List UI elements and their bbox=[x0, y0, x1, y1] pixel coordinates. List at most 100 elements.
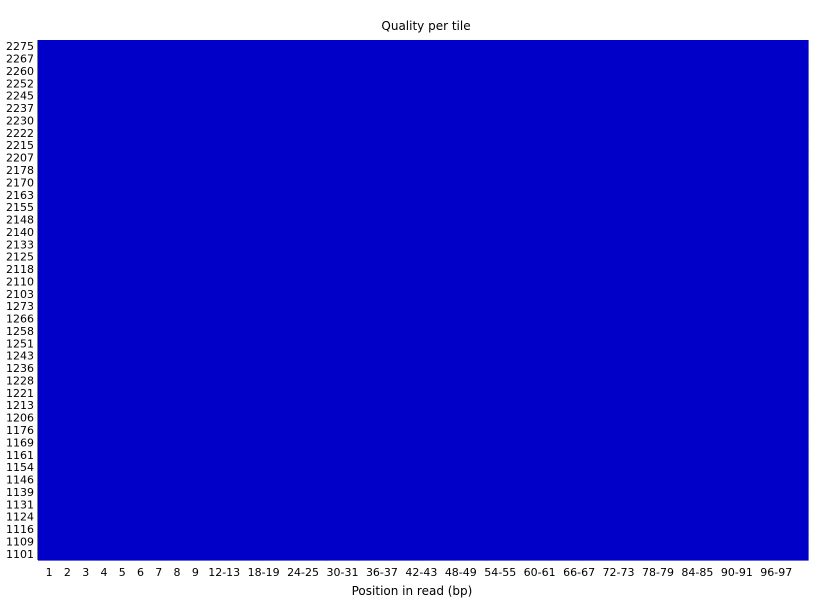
heatmap-cell bbox=[487, 498, 520, 512]
heatmap-cell bbox=[775, 485, 809, 499]
heatmap-cell bbox=[679, 176, 713, 190]
heatmap-cell bbox=[583, 40, 617, 53]
heatmap-cell bbox=[615, 522, 649, 536]
heatmap-cell bbox=[551, 126, 585, 140]
heatmap-cell bbox=[358, 250, 392, 264]
heatmap-cell bbox=[551, 139, 585, 153]
heatmap-cell bbox=[70, 510, 103, 524]
heatmap-cell bbox=[487, 324, 520, 338]
heatmap-cell bbox=[262, 498, 296, 512]
heatmap-cell bbox=[166, 473, 200, 487]
y-tick-label: 1176 bbox=[6, 424, 34, 437]
y-tick-label: 1139 bbox=[6, 486, 34, 499]
heatmap-cell bbox=[423, 337, 456, 351]
heatmap-cell bbox=[647, 349, 681, 363]
heatmap-cell bbox=[775, 188, 809, 202]
heatmap-cell bbox=[294, 535, 328, 549]
heatmap-cell bbox=[198, 40, 232, 53]
heatmap-cell bbox=[134, 200, 167, 214]
heatmap-cell bbox=[679, 436, 713, 450]
heatmap-cell bbox=[775, 52, 809, 66]
heatmap-cell bbox=[326, 485, 360, 499]
y-tick-label: 2267 bbox=[6, 53, 34, 66]
heatmap-cell bbox=[358, 101, 392, 115]
heatmap-cell bbox=[551, 386, 585, 400]
heatmap-cell bbox=[262, 522, 296, 536]
heatmap-cell bbox=[615, 386, 649, 400]
heatmap-cell bbox=[262, 238, 296, 252]
heatmap-cell bbox=[166, 40, 200, 53]
heatmap-cell bbox=[743, 448, 777, 462]
heatmap-cell bbox=[358, 485, 392, 499]
heatmap-cell bbox=[294, 114, 328, 128]
heatmap-cell bbox=[358, 312, 392, 326]
heatmap-cell bbox=[455, 101, 488, 115]
heatmap-cell bbox=[519, 275, 552, 289]
heatmap-cell bbox=[743, 238, 777, 252]
heatmap-cell bbox=[326, 324, 360, 338]
y-tick-label: 2140 bbox=[6, 226, 34, 239]
heatmap-cell bbox=[70, 250, 103, 264]
heatmap-cell bbox=[38, 312, 71, 326]
heatmap-cell bbox=[711, 349, 745, 363]
heatmap-cell bbox=[743, 485, 777, 499]
heatmap-cell bbox=[647, 77, 681, 91]
heatmap-cell bbox=[583, 64, 617, 78]
heatmap-cell bbox=[647, 498, 681, 512]
heatmap-cell bbox=[423, 89, 456, 103]
heatmap-cell bbox=[615, 423, 649, 437]
heatmap-cell bbox=[615, 213, 649, 227]
heatmap-cell bbox=[358, 399, 392, 413]
heatmap-cell bbox=[743, 510, 777, 524]
heatmap-cell bbox=[102, 77, 135, 91]
heatmap-cell bbox=[743, 188, 777, 202]
heatmap-cell bbox=[326, 176, 360, 190]
heatmap-cell bbox=[102, 399, 135, 413]
heatmap-cell bbox=[230, 498, 264, 512]
heatmap-cell bbox=[390, 312, 424, 326]
heatmap-cell bbox=[647, 188, 681, 202]
heatmap-cell bbox=[615, 300, 649, 313]
heatmap-cell bbox=[743, 275, 777, 289]
y-tick-label: 2110 bbox=[6, 275, 34, 288]
heatmap-cell bbox=[775, 262, 809, 276]
heatmap-cell bbox=[455, 262, 488, 276]
heatmap-cell bbox=[775, 522, 809, 536]
heatmap-cell bbox=[743, 52, 777, 66]
heatmap-cell bbox=[775, 163, 809, 177]
heatmap-cell bbox=[615, 89, 649, 103]
heatmap-cell bbox=[390, 250, 424, 264]
heatmap-cell bbox=[38, 225, 71, 239]
heatmap-cell bbox=[70, 324, 103, 338]
heatmap-cell bbox=[583, 522, 617, 536]
x-tick-label: 4 bbox=[100, 566, 107, 579]
heatmap-cell bbox=[198, 52, 232, 66]
heatmap-cell bbox=[615, 411, 649, 425]
heatmap-cell bbox=[583, 460, 617, 474]
heatmap-cell bbox=[615, 225, 649, 239]
heatmap-cell bbox=[262, 126, 296, 140]
heatmap-cell bbox=[390, 448, 424, 462]
x-tick-label: 84-85 bbox=[681, 566, 713, 579]
y-tick-label: 1146 bbox=[6, 474, 34, 487]
heatmap-cell bbox=[679, 200, 713, 214]
heatmap-cell bbox=[390, 485, 424, 499]
heatmap-cell bbox=[262, 300, 296, 313]
heatmap-cell bbox=[615, 399, 649, 413]
heatmap-cell bbox=[230, 250, 264, 264]
heatmap-cell bbox=[423, 522, 456, 536]
heatmap-cell bbox=[70, 64, 103, 78]
heatmap-cell bbox=[38, 535, 71, 549]
heatmap-cell bbox=[711, 77, 745, 91]
heatmap-cell bbox=[583, 126, 617, 140]
heatmap-cell bbox=[615, 547, 649, 561]
heatmap-cell bbox=[519, 64, 552, 78]
heatmap-cell bbox=[583, 535, 617, 549]
heatmap-cell bbox=[519, 300, 552, 313]
heatmap-cell bbox=[102, 522, 135, 536]
heatmap-cell bbox=[775, 361, 809, 375]
heatmap-cell bbox=[743, 522, 777, 536]
heatmap-cell bbox=[294, 77, 328, 91]
heatmap-cell bbox=[70, 40, 103, 53]
heatmap-cell bbox=[455, 163, 488, 177]
